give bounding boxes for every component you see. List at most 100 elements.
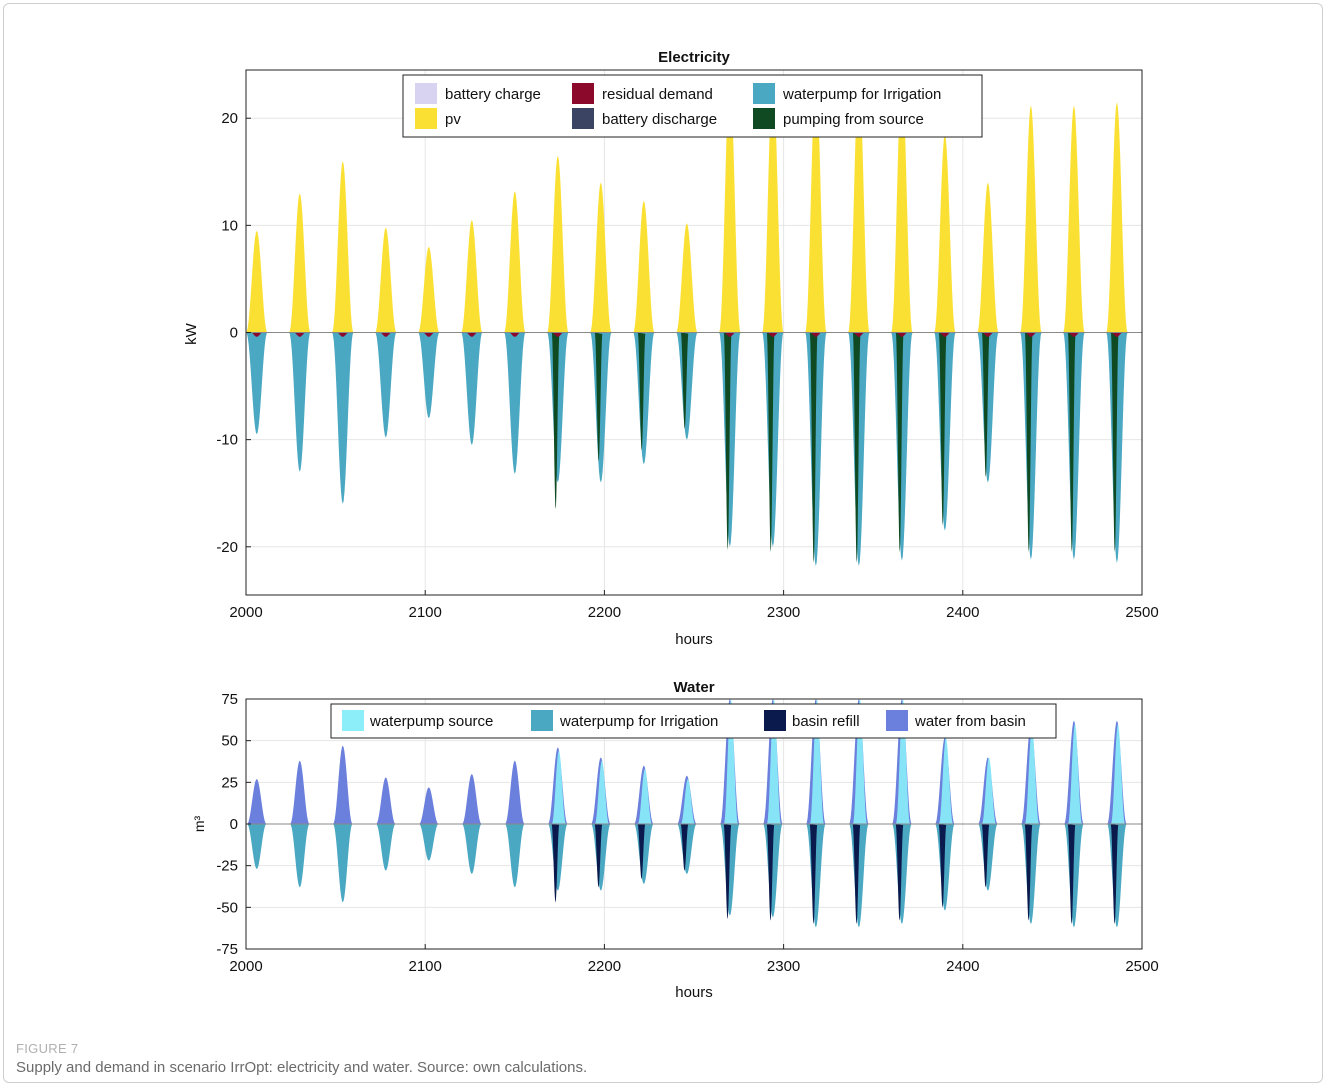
legend-swatch-waterpump-source [342,710,364,731]
electricity-residual-demand-area [422,332,436,337]
electricity-xtick-label: 2400 [946,604,979,621]
water-ytick-label: -25 [216,858,238,875]
legend-swatch-pumping-source [753,108,775,129]
electricity-waterpump-for-irrigation-area [1020,332,1042,560]
water-waterpump-for-irrigation-area [1107,824,1127,928]
legend-label-water-irrigation: waterpump for Irrigation [559,713,718,730]
water-waterpump-for-irrigation-area [892,824,912,924]
electricity-residual-demand-area [336,332,350,337]
water-ticks: 2000 2100 2200 2300 2400 2500 75 50 25 0 -25 -50 -75 [216,691,1158,975]
electricity-pv-area [332,161,354,333]
electricity-waterpump-for-irrigation-area [719,332,741,547]
electricity-waterpump-for-irrigation-area [504,332,526,474]
water-waterpump-for-irrigation-area [633,824,654,884]
water-waterpump-source-area [680,779,696,824]
electricity-ticks: 2000 2100 2200 2300 2400 2500 20 10 0 -10 -20 [216,110,1158,621]
water-waterpump-for-irrigation-area [375,824,396,871]
electricity-pv-area [977,182,999,333]
electricity-pv-area [590,182,612,333]
electricity-waterpump-for-irrigation-area [977,332,999,483]
electricity-waterpump-for-irrigation-area [461,332,483,445]
electricity-residual-demand-area [465,332,479,337]
legend-swatch-battery-discharge [572,108,594,129]
water-xtick-label: 2200 [588,958,621,975]
water-legend-box [330,703,1057,739]
electricity-pv-area [504,191,526,333]
water-waterpump-for-irrigation-area [332,824,353,903]
water-waterpump-source-area [766,699,782,824]
water-basin-refill-area [637,824,646,879]
water-waterpump-source-area [895,699,911,824]
water-xlabel: hours [675,984,713,1001]
electricity-pumping-from-source-area [1110,332,1119,553]
electricity-residual-demand-area [293,332,307,337]
electricity-pv-area [848,75,870,333]
electricity-residual-demand-area [1110,332,1124,337]
electricity-pv-area [891,75,913,333]
legend-label-battery-discharge: battery discharge [602,111,717,128]
electricity-ytick-label: 20 [221,110,238,127]
electricity-pv-area [418,246,440,333]
legend-label-pumping-source: pumping from source [783,111,924,128]
water-ytick-label: -75 [216,941,238,958]
electricity-ytick-label: 0 [230,325,238,342]
electricity-legend-box [402,74,983,138]
electricity-pv-area [246,230,268,333]
electricity-legend: battery charge residual demand waterpump… [402,74,983,138]
electricity-waterpump-for-irrigation-area [762,332,784,547]
electricity-waterpump-for-irrigation-area [891,332,913,561]
electricity-waterpump-for-irrigation-area [805,332,827,567]
water-ylabel: m³ [191,816,207,833]
electricity-waterpump-for-irrigation-area [1063,332,1085,560]
water-waterpump-for-irrigation-area [1021,824,1041,924]
water-basin-refill-area [1024,824,1033,921]
water-basin-refill-area [938,824,947,908]
water-waterpump-source-area [637,769,653,824]
electricity-pv-area [289,193,311,333]
electricity-pumping-from-source-area [680,332,689,429]
electricity-residual-demand-area [981,332,995,337]
electricity-pv-area [375,227,397,333]
water-waterpump-for-irrigation-area [978,824,998,891]
water-waterpump-source-area [938,737,954,824]
water-waterpump-for-irrigation-area [676,824,697,874]
electricity-ytick-label: 10 [221,217,238,234]
electricity-residual-demand-area [938,332,952,337]
electricity-residual-demand-area [852,332,866,337]
electricity-pumping-from-source-area [938,332,947,526]
electricity-pumping-from-source-area [1024,332,1033,553]
electricity-pv-area [762,75,784,333]
electricity-chart: Electricity 2000 2100 2200 2300 2400 2500 20 10… [183,49,1159,648]
water-water-from-basin-area [332,745,353,824]
water-basin-refill-area [594,824,603,888]
legend-swatch-waterpump-irrigation [753,83,775,104]
water-ytick-label: 75 [221,691,238,708]
electricity-pv-area [1106,102,1128,333]
electricity-waterpump-for-irrigation-area [934,332,956,531]
water-waterpump-source-area [809,699,825,824]
figure-label: FIGURE 7 [16,1041,79,1056]
electricity-pumping-from-source-area [809,332,818,563]
water-ytick-label: 25 [221,774,238,791]
electricity-residual-demand-area [1067,332,1081,337]
legend-label-water-from-basin: water from basin [914,713,1026,730]
electricity-waterpump-for-irrigation-area [418,332,440,419]
legend-label-residual-demand: residual demand [602,86,713,103]
water-basin-refill-area [809,824,818,924]
electricity-waterpump-for-irrigation-area [848,332,870,567]
water-waterpump-for-irrigation-area [719,824,740,916]
water-water-from-basin-area [461,774,482,824]
electricity-pv-area [719,75,741,333]
water-waterpump-for-irrigation-area [590,824,611,891]
electricity-waterpump-for-irrigation-area [1106,332,1128,563]
water-basin-refill-area [981,824,990,888]
electricity-pumping-from-source-area [1067,332,1076,553]
water-waterpump-source-area [1067,724,1083,824]
electricity-residual-demand-area [895,332,909,337]
electricity-residual-demand-area [551,332,565,337]
electricity-ylabel: kW [183,322,200,345]
electricity-xtick-label: 2300 [767,604,800,621]
water-waterpump-source-area [1024,727,1040,824]
figure-canvas: Electricity 2000 2100 2200 2300 2400 25002010… [183,49,1159,1001]
electricity-pv-area [633,200,655,333]
